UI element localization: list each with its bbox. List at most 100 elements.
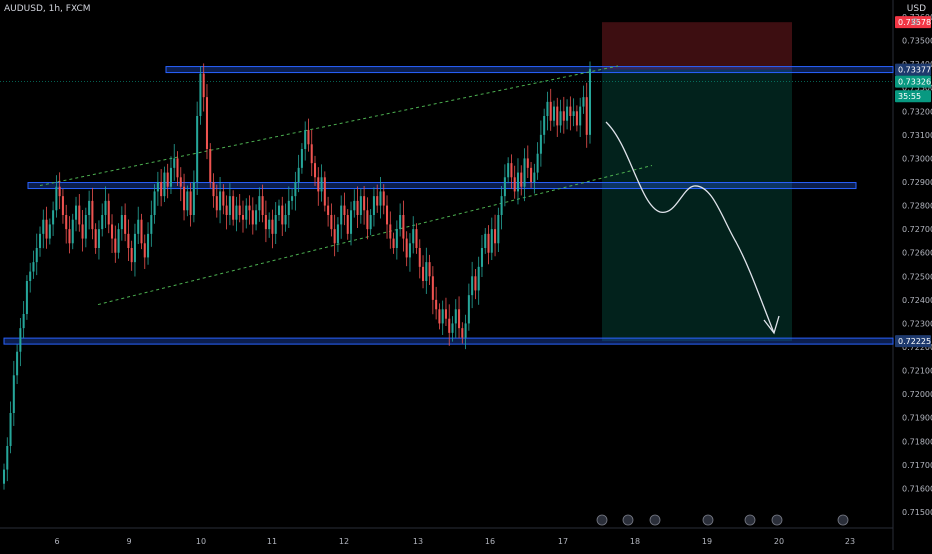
candle-body xyxy=(55,186,58,211)
price-axis-tick: 0.71500 xyxy=(902,508,932,517)
candle-body xyxy=(9,413,12,446)
candle-body xyxy=(192,182,195,215)
candle-body xyxy=(507,163,510,178)
candle-body xyxy=(546,101,549,116)
projected-path-drawing[interactable] xyxy=(605,121,775,334)
candle-body xyxy=(474,276,477,291)
candle-body xyxy=(150,215,153,234)
time-axis-tick: 17 xyxy=(558,537,568,546)
candle-body xyxy=(130,248,133,263)
candle-body xyxy=(304,130,307,149)
economic-event-icon[interactable] xyxy=(837,514,849,526)
channel-lower-line[interactable] xyxy=(97,165,653,306)
candle-body xyxy=(124,215,127,234)
candle-body xyxy=(48,224,51,239)
price-axis-tick: 0.73000 xyxy=(902,154,932,163)
candle-body xyxy=(78,205,81,225)
price-tag-box xyxy=(895,16,931,29)
candle-body xyxy=(215,196,218,211)
candle-body xyxy=(143,243,146,258)
candle-body xyxy=(543,116,546,135)
candle-body xyxy=(552,106,556,121)
candle-body xyxy=(65,215,68,230)
candle-body xyxy=(366,210,369,230)
candle-body xyxy=(350,210,353,234)
resistance-zone-top[interactable] xyxy=(165,66,894,74)
candle-body xyxy=(415,229,418,248)
candle-body xyxy=(212,182,215,197)
time-axis-tick: 13 xyxy=(413,537,423,546)
candle-body xyxy=(32,262,35,272)
candle-body xyxy=(484,233,487,248)
candle-body xyxy=(582,97,585,107)
candle-body xyxy=(353,200,356,211)
projected-path-arrow[interactable] xyxy=(763,315,780,335)
time-axis-tick: 12 xyxy=(339,537,349,546)
candle-body xyxy=(461,328,464,338)
economic-event-icon[interactable] xyxy=(702,514,714,526)
candle-body xyxy=(19,328,22,352)
candle-body xyxy=(376,196,379,206)
candle-body xyxy=(248,205,251,211)
candle-body xyxy=(320,177,323,192)
economic-event-icon[interactable] xyxy=(622,514,634,526)
position-reward-zone[interactable] xyxy=(602,69,792,342)
candle-body xyxy=(91,200,94,230)
candle-body xyxy=(183,186,186,211)
price-axis-tick: 0.72900 xyxy=(902,178,932,187)
candle-body xyxy=(235,205,238,220)
candle-body xyxy=(444,309,447,319)
candle-body xyxy=(389,224,392,239)
candle-body xyxy=(471,276,474,296)
candle-body xyxy=(588,68,592,135)
candle-body xyxy=(291,196,294,201)
candle-body xyxy=(386,205,389,225)
candle-body xyxy=(556,106,559,126)
candle-body xyxy=(107,200,110,225)
channel-upper-line[interactable] xyxy=(39,65,619,187)
candle-body xyxy=(274,215,277,234)
position-risk-zone[interactable] xyxy=(602,22,792,70)
time-axis-tick: 19 xyxy=(702,537,712,546)
candle-body xyxy=(133,233,136,263)
candle-body xyxy=(310,144,313,164)
candle-body xyxy=(503,177,506,197)
candle-body xyxy=(359,196,362,215)
economic-event-icon[interactable] xyxy=(744,514,756,526)
support-resistance-zone-middle[interactable] xyxy=(27,182,857,190)
candle-body xyxy=(346,215,349,234)
candle-body xyxy=(523,158,526,187)
chart-settings-gear-icon[interactable]: ⚙ xyxy=(910,17,920,28)
price-axis-tick: 0.72600 xyxy=(902,249,932,258)
candle-body xyxy=(490,229,493,253)
candle-body xyxy=(343,205,346,215)
candle-body xyxy=(575,111,578,126)
candle-body xyxy=(111,224,114,239)
candle-body xyxy=(42,219,45,234)
candle-body xyxy=(408,243,411,258)
candle-body xyxy=(163,172,166,197)
candle-body xyxy=(294,182,297,197)
candle-body xyxy=(140,219,143,244)
candle-body xyxy=(510,163,513,178)
economic-event-icon[interactable] xyxy=(596,514,608,526)
support-zone-bottom[interactable] xyxy=(3,337,894,345)
candle-body xyxy=(497,215,500,244)
candle-body xyxy=(238,205,241,215)
candle-body xyxy=(464,323,467,338)
price-axis-tick: 0.72200 xyxy=(902,343,932,352)
candle-body xyxy=(222,191,225,206)
candle-body xyxy=(117,229,120,253)
price-axis-tick: 0.73300 xyxy=(902,84,932,93)
candle-body xyxy=(52,210,55,225)
candle-body xyxy=(382,191,385,206)
economic-event-icon[interactable] xyxy=(649,514,661,526)
economic-event-icon[interactable] xyxy=(771,514,783,526)
candle-body xyxy=(186,191,189,211)
candle-body xyxy=(261,196,264,215)
candle-body xyxy=(232,196,235,220)
candle-body xyxy=(539,134,542,154)
candle-body xyxy=(202,73,205,98)
